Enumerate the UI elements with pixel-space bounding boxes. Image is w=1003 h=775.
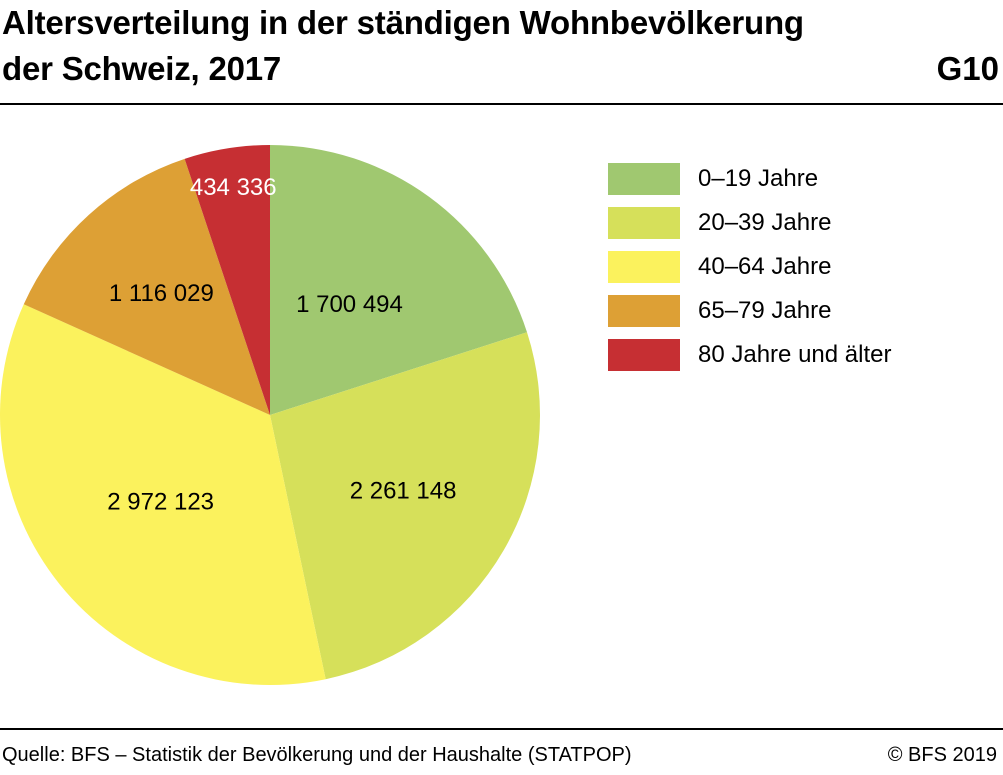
pie-slice-3 [0, 304, 326, 685]
legend-swatch [608, 295, 680, 327]
pie-slice-5 [184, 145, 270, 415]
source-note: Quelle: BFS – Statistik der Bevölkerung … [2, 744, 632, 766]
slice-value-label-1: 1 700 494 [296, 291, 403, 318]
legend-label: 40–64 Jahre [698, 253, 832, 280]
legend-item-2: 20–39 Jahre [608, 201, 891, 245]
legend-item-3: 40–64 Jahre [608, 245, 891, 289]
legend-item-4: 65–79 Jahre [608, 289, 891, 333]
legend-label: 0–19 Jahre [698, 165, 819, 192]
slice-value-label-5: 434 336 [190, 174, 277, 201]
legend-label: 20–39 Jahre [698, 209, 832, 236]
pie-slice-1 [270, 145, 528, 415]
top-rule [0, 103, 1003, 105]
legend-label: 80 Jahre und älter [698, 341, 892, 368]
chart-title-line-1: Altersverteilung in der ständigen Wohnbe… [2, 4, 804, 41]
chart-title-line-2: der Schweiz, 2017 [2, 50, 282, 87]
copyright-note: © BFS 2019 [887, 744, 997, 766]
slice-value-label-2: 2 261 148 [350, 478, 457, 505]
slice-value-label-4: 1 116 029 [109, 280, 214, 307]
pie-slice-2 [270, 332, 540, 680]
chart-title: Altersverteilung in der ständigen Wohnbe… [2, 0, 902, 92]
slice-value-label-3: 2 972 123 [107, 488, 214, 515]
legend: 0–19 Jahre 20–39 Jahre 40–64 Jahre 65–79 Ja… [608, 157, 891, 377]
legend-item-1: 0–19 Jahre [608, 157, 891, 201]
pie-slice-4 [23, 158, 270, 415]
legend-swatch [608, 251, 680, 283]
bottom-rule [0, 728, 1003, 730]
legend-swatch [608, 207, 680, 239]
legend-label: 65–79 Jahre [698, 297, 832, 324]
legend-swatch [608, 163, 680, 195]
pie-chart: 1 700 494 2 261 148 2 972 123 1 116 029 434 … [0, 145, 540, 685]
legend-item-5: 80 Jahre und älter [608, 333, 891, 377]
chart-id: G10 [936, 50, 999, 87]
legend-swatch [608, 339, 680, 371]
